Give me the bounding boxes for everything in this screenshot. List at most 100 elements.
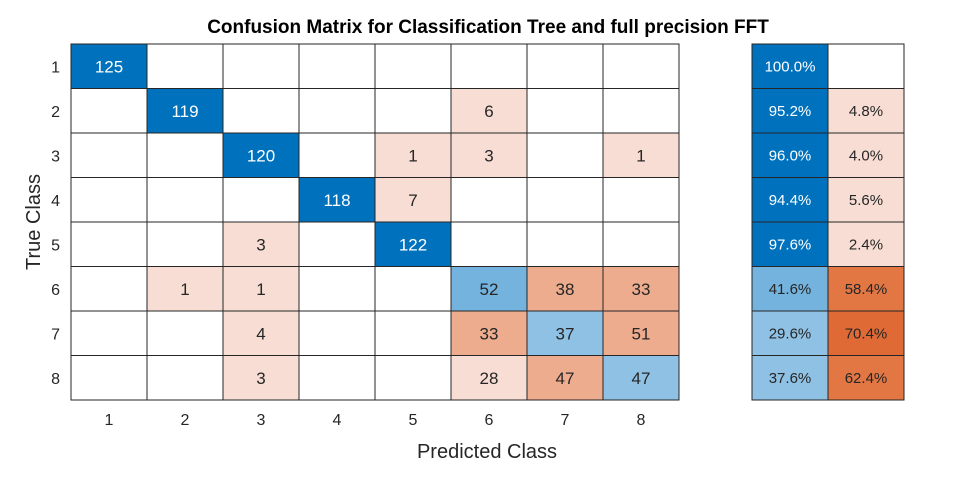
summary-incorrect-cell-2 <box>827 88 905 134</box>
y-tick-label: 4 <box>51 193 60 210</box>
matrix-cell-3-4 <box>298 132 376 178</box>
y-tick-label: 7 <box>51 326 60 343</box>
matrix-cell-value: 47 <box>632 369 651 388</box>
matrix-cell-2-1 <box>70 88 148 134</box>
matrix-cell-value: 1 <box>408 146 417 165</box>
summary-incorrect-cell-5 <box>827 221 905 267</box>
summary-incorrect-value: 58.4% <box>845 281 888 298</box>
y-axis-label: True Class <box>23 174 45 270</box>
matrix-cell-value: 52 <box>480 280 499 299</box>
matrix-cell-7-2 <box>146 310 224 356</box>
matrix-cell-1-6 <box>450 43 528 89</box>
summary-incorrect-value: 70.4% <box>845 325 888 342</box>
matrix-cell-8-5 <box>374 355 452 401</box>
y-tick-label: 1 <box>51 59 60 76</box>
y-tick-label: 5 <box>51 237 60 254</box>
matrix-cell-7-6 <box>450 310 528 356</box>
matrix-cell-8-3 <box>222 355 300 401</box>
summary-correct-value: 29.6% <box>769 325 812 342</box>
matrix-cell-value: 37 <box>556 324 575 343</box>
summary-incorrect-value: 62.4% <box>845 370 888 387</box>
matrix-cell-3-7 <box>526 132 604 178</box>
matrix-cell-7-4 <box>298 310 376 356</box>
matrix-cell-2-2 <box>146 88 224 134</box>
y-tick-label: 2 <box>51 104 60 121</box>
matrix-cell-value: 38 <box>556 280 575 299</box>
matrix-cell-value: 51 <box>632 324 651 343</box>
row-summary-cells: 100.0% 95.2% 4.8% 96.0% 4.0% 94.4% 5.6% 97.6% 2.… <box>751 43 905 401</box>
matrix-cell-7-8 <box>602 310 680 356</box>
matrix-cell-5-6 <box>450 221 528 267</box>
y-tick-label: 3 <box>51 148 60 165</box>
matrix-cell-value: 7 <box>408 191 417 210</box>
matrix-cell-value: 28 <box>480 369 499 388</box>
summary-incorrect-value: 5.6% <box>849 192 883 209</box>
y-tick-label: 6 <box>51 282 60 299</box>
matrix-cell-value: 3 <box>256 235 265 254</box>
matrix-cell-6-2 <box>146 266 224 312</box>
matrix-cell-1-3 <box>222 43 300 89</box>
matrix-cell-5-3 <box>222 221 300 267</box>
summary-correct-value: 37.6% <box>769 370 812 387</box>
matrix-cell-value: 1 <box>180 280 189 299</box>
y-tick-label: 8 <box>51 371 60 388</box>
matrix-cell-value: 120 <box>247 146 275 165</box>
matrix-cell-2-5 <box>374 88 452 134</box>
matrix-cell-4-4 <box>298 177 376 223</box>
matrix-cell-value: 118 <box>323 191 350 210</box>
matrix-cell-value: 6 <box>484 102 493 121</box>
matrix-cell-2-3 <box>222 88 300 134</box>
matrix-cell-2-4 <box>298 88 376 134</box>
matrix-cell-value: 1 <box>256 280 265 299</box>
matrix-cell-value: 122 <box>399 235 427 254</box>
matrix-cell-6-8 <box>602 266 680 312</box>
summary-incorrect-value: 4.0% <box>849 147 883 164</box>
matrix-cell-1-5 <box>374 43 452 89</box>
matrix-cell-5-1 <box>70 221 148 267</box>
summary-correct-cell-1 <box>751 43 829 89</box>
summary-correct-value: 41.6% <box>769 281 812 298</box>
x-tick-label: 2 <box>181 412 190 429</box>
summary-incorrect-value: 4.8% <box>849 103 883 120</box>
matrix-cells: 125 119 6 120 1 3 1 118 7 3 122 1 1 52 38 33 4 33 37 51 3 28 4… <box>70 43 680 401</box>
summary-correct-value: 97.6% <box>769 236 812 253</box>
matrix-cell-4-6 <box>450 177 528 223</box>
matrix-cell-3-6 <box>450 132 528 178</box>
matrix-cell-value: 33 <box>632 280 651 299</box>
x-tick-label: 8 <box>637 412 646 429</box>
summary-incorrect-cell-7 <box>827 310 905 356</box>
summary-incorrect-cell-3 <box>827 132 905 178</box>
matrix-cell-3-2 <box>146 132 224 178</box>
matrix-cell-8-6 <box>450 355 528 401</box>
matrix-cell-6-6 <box>450 266 528 312</box>
matrix-cell-value: 3 <box>484 146 493 165</box>
x-tick-label: 4 <box>333 412 342 429</box>
matrix-cell-8-1 <box>70 355 148 401</box>
matrix-cell-2-7 <box>526 88 604 134</box>
matrix-cell-2-8 <box>602 88 680 134</box>
summary-incorrect-cell-4 <box>827 177 905 223</box>
summary-incorrect-value: 2.4% <box>849 236 883 253</box>
summary-correct-value: 100.0% <box>765 58 816 75</box>
matrix-cell-5-7 <box>526 221 604 267</box>
x-tick-label: 6 <box>485 412 494 429</box>
matrix-cell-value: 47 <box>556 369 575 388</box>
summary-incorrect-cell-8 <box>827 355 905 401</box>
matrix-cell-8-2 <box>146 355 224 401</box>
matrix-cell-8-4 <box>298 355 376 401</box>
matrix-cell-value: 125 <box>95 57 123 76</box>
summary-correct-value: 96.0% <box>769 147 812 164</box>
matrix-cell-value: 1 <box>636 146 645 165</box>
matrix-cell-value: 119 <box>171 102 198 121</box>
matrix-cell-6-1 <box>70 266 148 312</box>
matrix-cell-7-5 <box>374 310 452 356</box>
matrix-cell-7-1 <box>70 310 148 356</box>
matrix-cell-4-3 <box>222 177 300 223</box>
matrix-cell-8-7 <box>526 355 604 401</box>
matrix-cell-6-5 <box>374 266 452 312</box>
matrix-cell-value: 33 <box>480 324 499 343</box>
summary-correct-value: 94.4% <box>769 192 812 209</box>
y-tick-labels: 1 2 3 4 5 6 7 8 <box>51 59 60 388</box>
matrix-cell-4-2 <box>146 177 224 223</box>
